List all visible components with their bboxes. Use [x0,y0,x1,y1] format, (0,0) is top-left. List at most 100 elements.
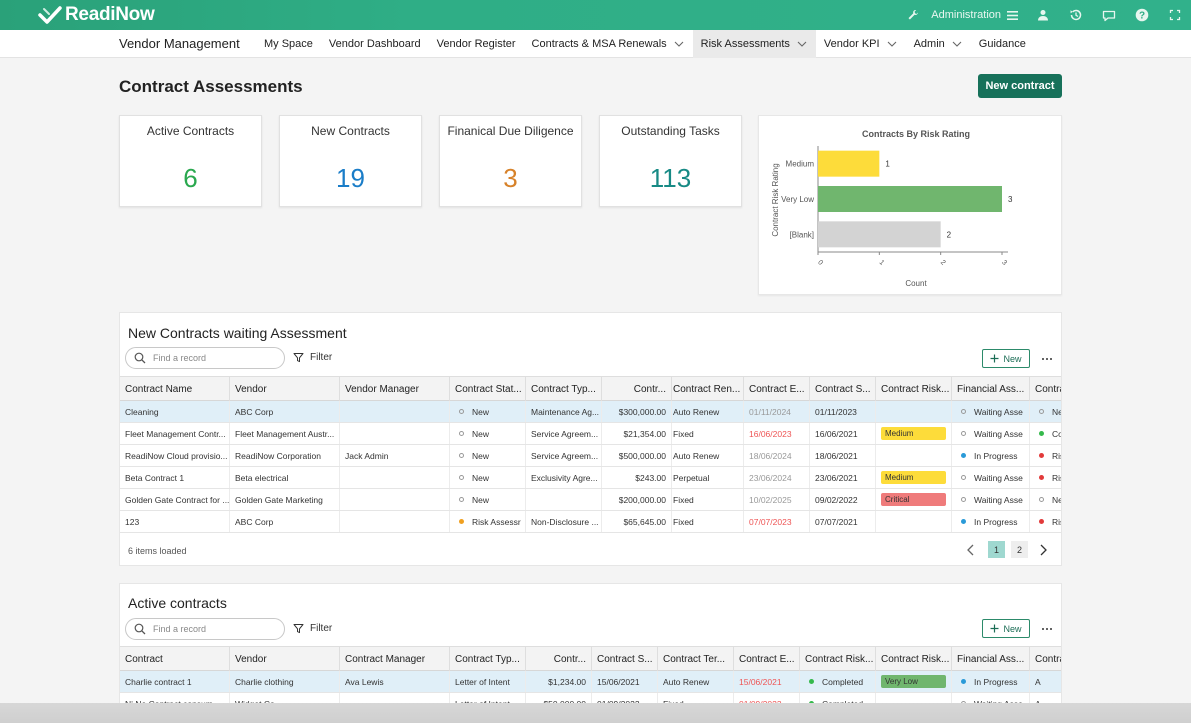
add-new-button[interactable]: New [982,349,1030,368]
kpi-card-new-contracts[interactable]: New Contracts 19 [279,115,422,207]
status-text: Ris [1052,450,1061,461]
nav-item-contracts-msa-renewals[interactable]: Contracts & MSA Renewals [524,30,693,58]
page-1-button[interactable]: 1 [988,541,1005,558]
nav-item-guidance[interactable]: Guidance [971,30,1034,58]
table-row[interactable]: 123 ABC Corp Risk Assessr Non-Disclosure ..… [120,511,1061,533]
chat-icon[interactable] [1092,0,1125,30]
table-row[interactable]: Cleaning ABC Corp New Maintenance Ag... $300… [120,401,1061,423]
risk-rating-chart-card: Contracts By Risk Rating Contract Risk Ra… [758,115,1062,295]
column-header[interactable]: Contract Risk... [876,647,952,671]
column-header[interactable]: Contract Ter... [658,647,734,671]
table-row[interactable]: ReadiNow Cloud provisio... ReadiNow Corpo… [120,445,1061,467]
column-header[interactable]: Vendor [230,377,340,401]
filter-button[interactable]: Filter [293,352,332,363]
chart-bar [818,221,941,248]
contract-start-cell: 01/11/2023 [810,401,876,422]
chevron-down-icon [797,41,807,47]
next-page-icon[interactable] [1038,544,1048,556]
contract-status-cell: New [450,445,526,466]
nav-item-vendor-dashboard[interactable]: Vendor Dashboard [321,30,429,58]
table-row[interactable]: Charlie contract 1 Charlie clothing Ava Le… [120,671,1061,693]
contract-value-cell: $200,000.00 [602,489,672,510]
new-contract-button[interactable]: New contract [978,74,1062,98]
search-input[interactable]: Find a record [125,347,285,369]
contract-start-cell: 23/06/2021 [810,467,876,488]
previous-page-icon[interactable] [966,544,976,556]
administration-label: Administration [931,9,1001,21]
kpi-title: Active Contracts [146,124,235,138]
column-header[interactable]: Contract Typ... [526,377,602,401]
administration-menu[interactable]: Administration [929,9,1026,21]
column-header[interactable]: Contract Typ... [450,647,526,671]
chart-x-tick-label: 0 [816,259,824,267]
column-header[interactable]: Contract Manager [340,647,450,671]
column-header[interactable]: Vendor [230,647,340,671]
table-row[interactable]: Beta Contract 1 Beta electrical New Exclusi… [120,467,1061,489]
fullscreen-icon[interactable] [1158,0,1191,30]
column-header[interactable]: Contr... [526,647,592,671]
contract-start-cell: 09/02/2022 [810,489,876,510]
nav-item-risk-assessments[interactable]: Risk Assessments [692,30,816,58]
table-row[interactable]: Fleet Management Contr... Fleet Managemen… [120,423,1061,445]
more-options-icon[interactable] [1040,624,1054,634]
contract-name-cell: Cleaning [120,401,230,422]
nav-item-label: Vendor Register [436,38,516,50]
column-header[interactable]: Contract Risk... [876,377,952,401]
status-dot [459,431,464,436]
column-header[interactable]: Contract [120,647,230,671]
contract-value-cell: $21,354.00 [602,423,672,444]
help-icon[interactable]: ? [1125,0,1158,30]
column-header[interactable]: Contr... [602,377,672,401]
chart-category-label: [Blank] [790,230,814,239]
column-header[interactable]: Contra [1030,647,1061,671]
filter-button[interactable]: Filter [293,623,332,634]
chart-bar [818,150,880,177]
nav-item-admin[interactable]: Admin [906,30,971,58]
search-input[interactable]: Find a record [125,618,285,640]
contract-end-cell: 10/02/2025 [744,489,810,510]
status-dot [961,519,966,524]
kpi-card-financial-due-diligence[interactable]: Finanical Due Diligence 3 [439,115,582,207]
history-icon[interactable] [1059,0,1092,30]
wrench-icon[interactable] [896,0,929,30]
page-2-button[interactable]: 2 [1011,541,1028,558]
more-options-icon[interactable] [1040,354,1054,364]
add-new-button[interactable]: New [982,619,1030,638]
column-header[interactable]: Contract S... [810,377,876,401]
contract-extra-cell: Ne [1030,489,1061,510]
status-dot [459,409,464,414]
column-header[interactable]: Contract Name [120,377,230,401]
column-header[interactable]: Contract Ren... [668,377,744,401]
column-header[interactable]: Contra [1030,377,1061,401]
column-header[interactable]: Financial Ass... [952,377,1030,401]
app-logo[interactable]: ReadiNow [38,4,155,26]
contract-type-cell: Non-Disclosure ... [526,511,602,532]
chart-x-tick-label: 2 [939,259,947,267]
grid-body: Cleaning ABC Corp New Maintenance Ag... $300… [120,401,1061,533]
kpi-card-outstanding-tasks[interactable]: Outstanding Tasks 113 [599,115,742,207]
column-header[interactable]: Contract E... [734,647,800,671]
nav-item-vendor-register[interactable]: Vendor Register [429,30,524,58]
user-icon[interactable] [1026,0,1059,30]
column-header[interactable]: Financial Ass... [952,647,1030,671]
column-header[interactable]: Vendor Manager [340,377,450,401]
contract-term-cell: Auto Renew [658,671,734,692]
kpi-card-active-contracts[interactable]: Active Contracts 6 [119,115,262,207]
nav-item-vendor-kpi[interactable]: Vendor KPI [816,30,906,58]
nav-item-label: My Space [264,38,313,50]
column-header[interactable]: Contract Stat... [450,377,526,401]
status-text: Completed [822,676,864,687]
nav-brand[interactable]: Vendor Management [119,36,240,51]
column-header[interactable]: Contract S... [592,647,658,671]
risk-rating-chart[interactable]: Contracts By Risk Rating Contract Risk Ra… [759,116,1063,296]
nav-item-my-space[interactable]: My Space [256,30,321,58]
contract-risk-cell [876,445,952,466]
column-header[interactable]: Contract Risk... [800,647,876,671]
status-text: New [472,450,490,461]
nav-item-label: Vendor Dashboard [328,38,421,50]
column-header[interactable]: Contract E... [744,377,810,401]
contract-name-cell: 123 [120,511,230,532]
table-row[interactable]: Golden Gate Contract for ... Golden Gate … [120,489,1061,511]
financial-assessment-cell: In Progress [952,511,1030,532]
chart-title: Contracts By Risk Rating [862,129,970,139]
